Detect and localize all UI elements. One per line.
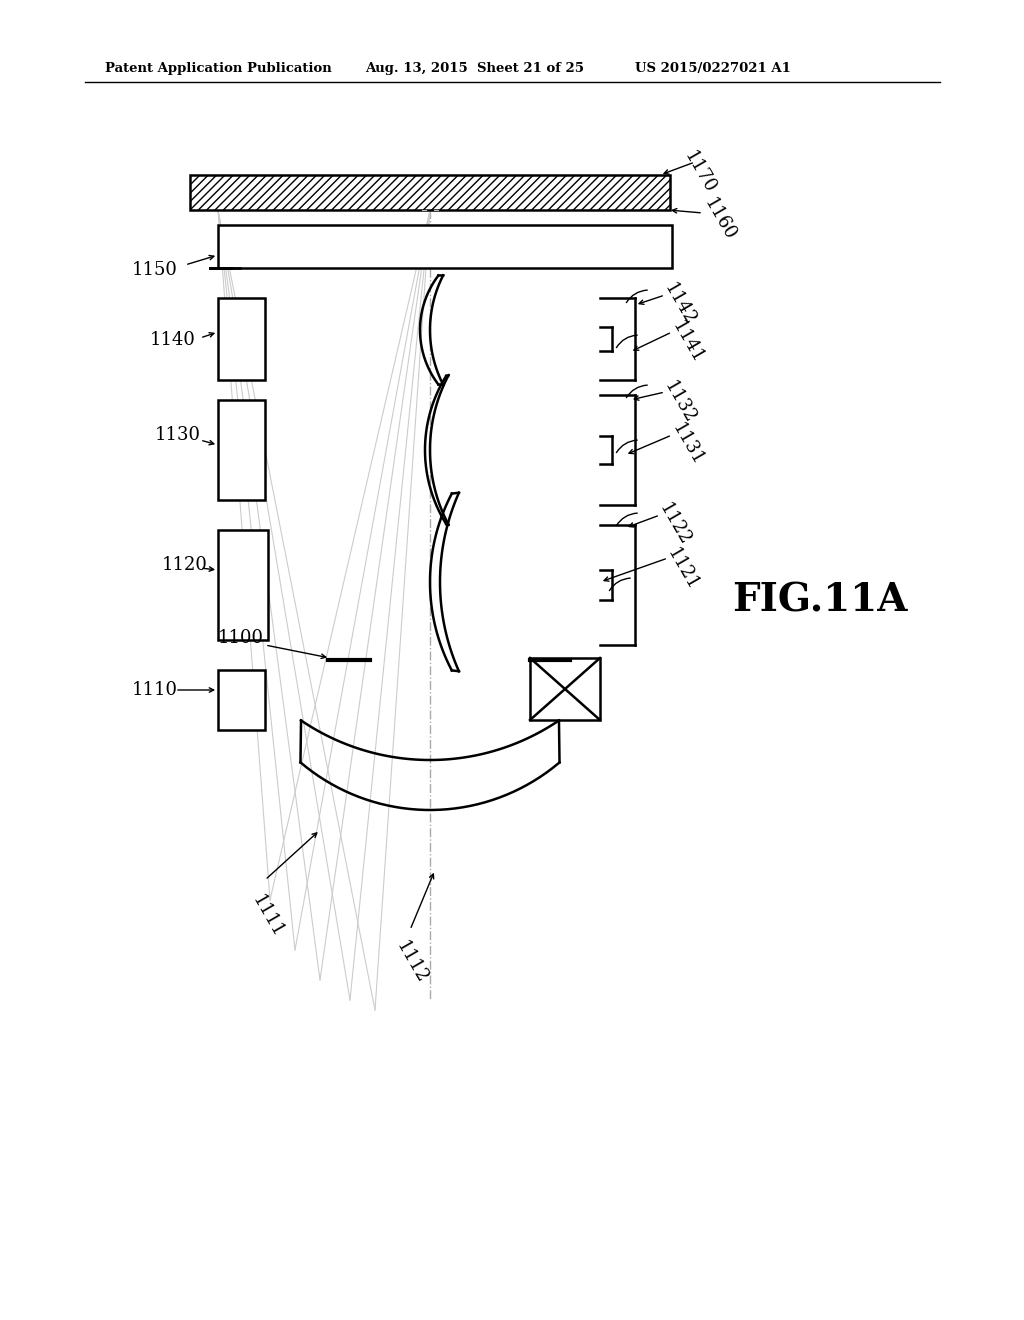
Text: FIG.11A: FIG.11A	[732, 581, 907, 619]
Text: 1150: 1150	[132, 261, 178, 279]
Bar	[190, 176, 670, 210]
Text: 1140: 1140	[150, 331, 196, 348]
Text: 1121: 1121	[663, 545, 701, 594]
Text: 1111: 1111	[248, 892, 287, 941]
Text: 1122: 1122	[655, 500, 693, 549]
Text: 1130: 1130	[155, 426, 201, 444]
Text: 1142: 1142	[660, 280, 698, 329]
Text: US 2015/0227021 A1: US 2015/0227021 A1	[635, 62, 791, 75]
Bar	[218, 298, 265, 380]
Bar	[218, 671, 265, 730]
Text: 1100: 1100	[218, 630, 264, 647]
Text: 1112: 1112	[392, 939, 430, 987]
Text: 1110: 1110	[132, 681, 178, 700]
Text: Patent Application Publication: Patent Application Publication	[105, 62, 332, 75]
Text: 1141: 1141	[668, 318, 707, 367]
Bar	[218, 400, 265, 500]
Text: Aug. 13, 2015  Sheet 21 of 25: Aug. 13, 2015 Sheet 21 of 25	[365, 62, 584, 75]
Text: 1132: 1132	[660, 378, 698, 426]
Bar	[218, 224, 672, 268]
Bar	[530, 657, 600, 719]
Bar	[218, 531, 268, 640]
Text: 1160: 1160	[700, 195, 738, 244]
Text: 1120: 1120	[162, 556, 208, 574]
Text: 1170: 1170	[680, 148, 719, 197]
Text: 1131: 1131	[668, 420, 707, 469]
